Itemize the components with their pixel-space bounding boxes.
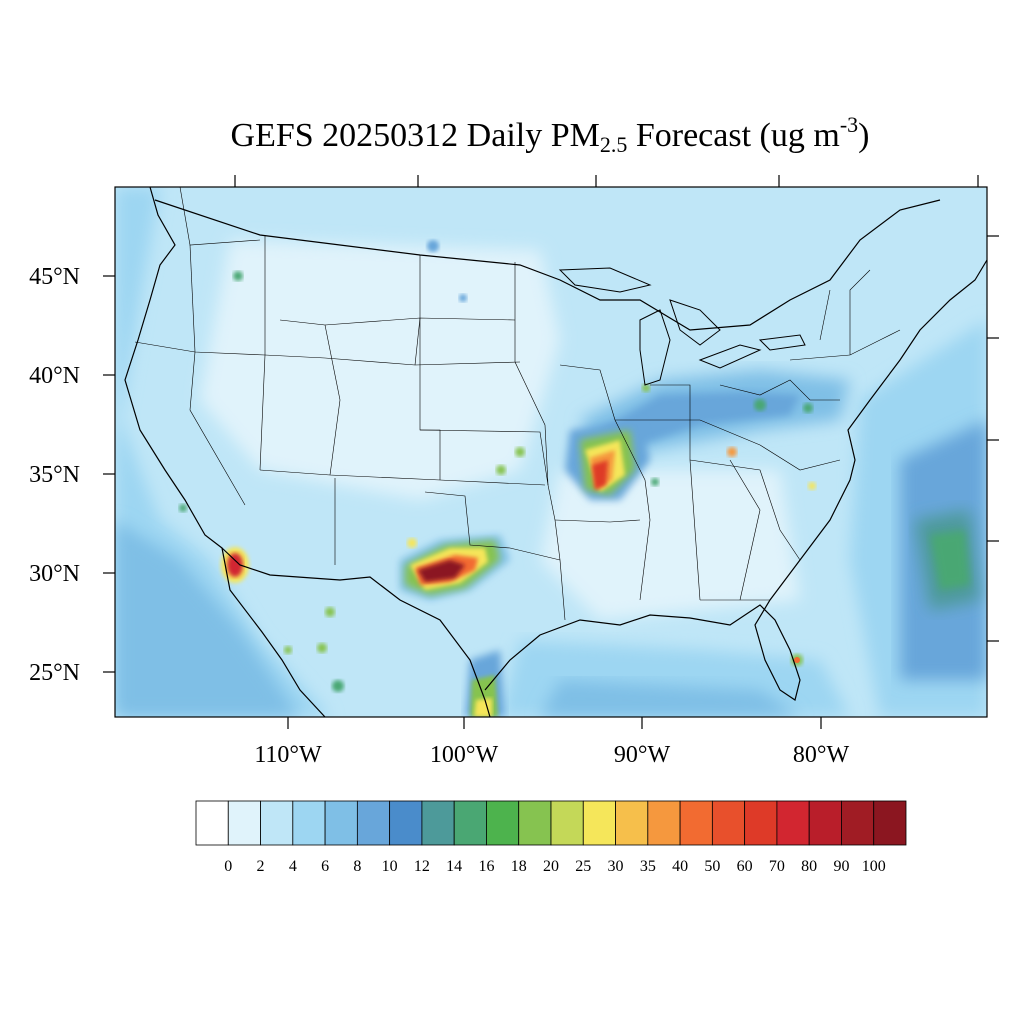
colorbar-swatch: [647, 800, 681, 846]
colorbar-swatch: [679, 800, 713, 846]
colorbar-level-label: 50: [704, 858, 720, 875]
lat-label-40: 40°N: [29, 363, 80, 389]
colorbar-swatch: [453, 800, 487, 846]
colorbar-level-label: 35: [640, 858, 656, 875]
axis-ticks: [103, 175, 999, 729]
lon-label-100w: 100°W: [430, 742, 499, 768]
colorbar-level-label: 0: [224, 858, 232, 875]
colorbar-level-label: 30: [608, 858, 624, 875]
colorbar-swatch: [324, 800, 358, 846]
lat-label-45: 45°N: [29, 264, 80, 290]
colorbar-level-label: 20: [543, 858, 559, 875]
colorbar-swatch: [421, 800, 455, 846]
colorbar-swatch: [744, 800, 778, 846]
longitude-labels: 110°W 100°W 90°W 80°W: [254, 742, 849, 768]
colorbar-swatch: [356, 800, 391, 846]
lon-label-90w: 90°W: [614, 742, 671, 768]
colorbar-level-label: 4: [289, 858, 297, 875]
map-title: GEFS 20250312 Daily PM2.5 Forecast (ug m…: [230, 112, 870, 157]
colorbar-level-label: 2: [257, 858, 265, 875]
colorbar-level-label: 25: [575, 858, 591, 875]
colorbar-level-label: 40: [672, 858, 688, 875]
colorbar-swatch: [260, 800, 294, 846]
lat-label-35: 35°N: [29, 462, 80, 488]
colorbar-swatch: [389, 800, 423, 846]
map-frame: [114, 186, 988, 718]
colorbar-level-label: 6: [321, 858, 329, 875]
colorbar-swatch: [873, 800, 907, 846]
colorbar-level-label: 12: [414, 858, 430, 875]
colorbar-level-label: 8: [353, 858, 361, 875]
colorbar-swatch: [550, 800, 584, 846]
colorbar-level-label: 14: [446, 858, 462, 875]
colorbar-swatch: [195, 800, 229, 846]
colorbar-level-label: 60: [737, 858, 753, 875]
colorbar-level-label: 18: [511, 858, 527, 875]
colorbar-swatch: [711, 800, 746, 846]
colorbar-swatch: [841, 800, 875, 846]
lon-label-110w: 110°W: [254, 742, 322, 768]
colorbar-swatch: [518, 800, 552, 846]
colorbar-level-label: 100: [862, 858, 886, 875]
colorbar-level-label: 70: [769, 858, 785, 875]
colorbar-level-label: 80: [801, 858, 817, 875]
colorbar: 0 2 4 6 8 10 12 14 16 18 20 25 30 35 40 50 60 70 80 90 100: [195, 800, 907, 875]
state-and-country-boundaries: [124, 187, 987, 717]
colorbar-swatch: [808, 800, 842, 846]
lat-label-30: 30°N: [29, 561, 80, 587]
colorbar-swatch: [227, 800, 261, 846]
colorbar-swatch: [486, 800, 520, 846]
colorbar-swatch: [776, 800, 810, 846]
lon-label-80w: 80°W: [793, 742, 850, 768]
colorbar-level-label: 16: [478, 858, 494, 875]
colorbar-swatch: [292, 800, 326, 846]
colorbar-swatch: [615, 800, 649, 846]
colorbar-swatch: [582, 800, 616, 846]
colorbar-level-label: 90: [833, 858, 849, 875]
pm25-concentration-field: [115, 187, 987, 717]
colorbar-level-label: 10: [382, 858, 398, 875]
latitude-labels: 45°N 40°N 35°N 30°N 25°N: [29, 264, 80, 686]
lat-label-25: 25°N: [29, 660, 80, 686]
